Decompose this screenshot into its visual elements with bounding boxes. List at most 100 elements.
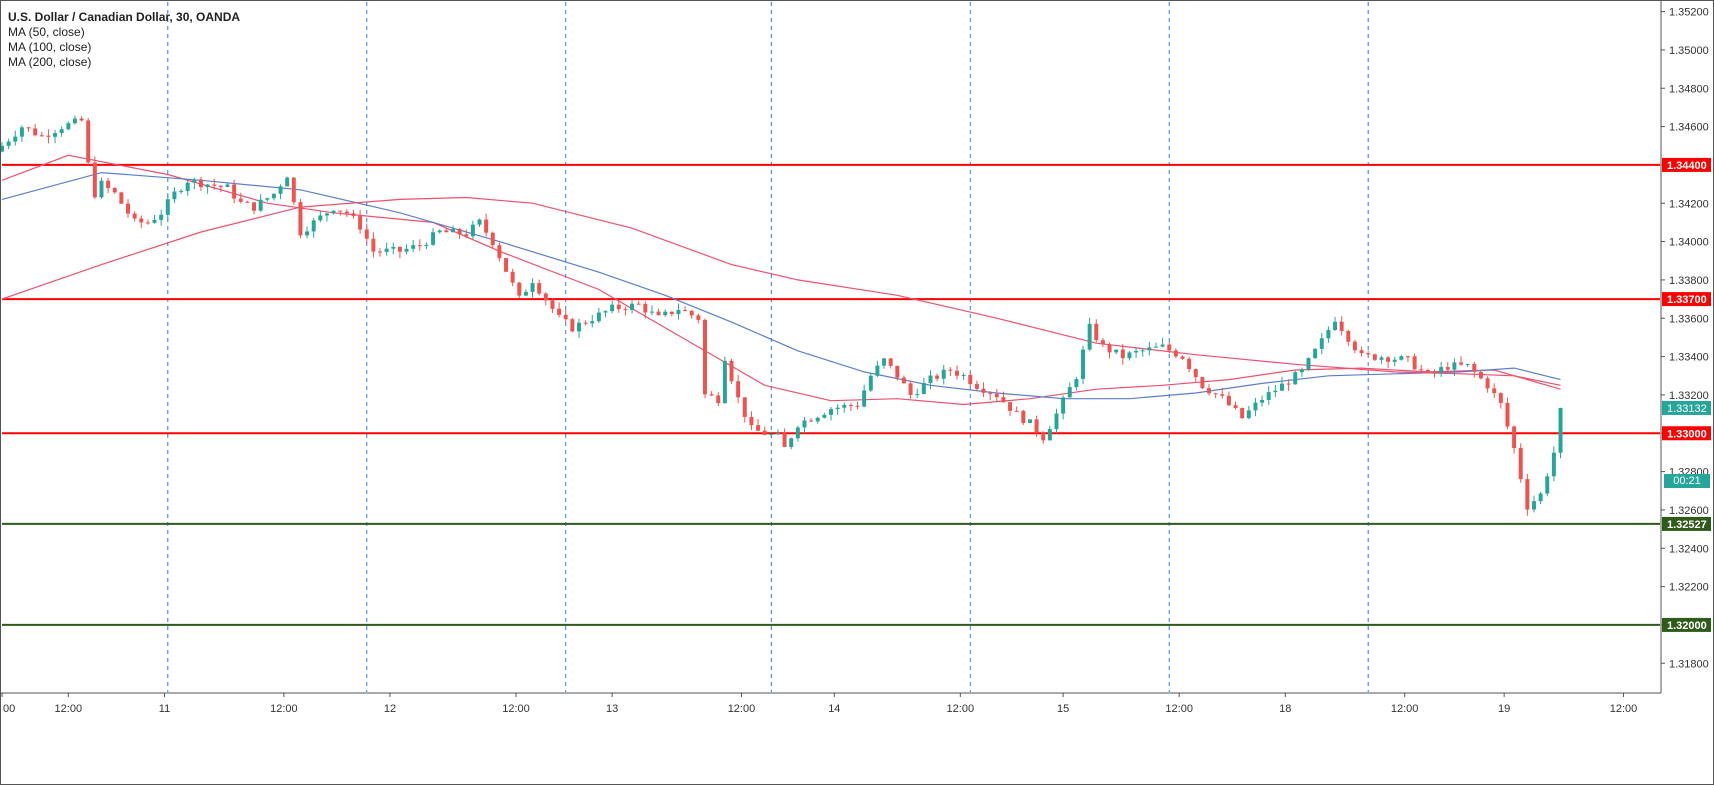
price-tick-label: 1.32200 [1669, 582, 1709, 594]
candle-body [1392, 359, 1397, 362]
candle-body [709, 394, 714, 396]
candle-body [1180, 356, 1185, 359]
candle-body [1200, 377, 1205, 389]
candle-body [736, 381, 741, 398]
candle-body [1432, 372, 1437, 374]
candle-body [583, 322, 588, 324]
candle-body [378, 251, 383, 253]
candle-body [477, 219, 482, 225]
candle-body [789, 438, 794, 448]
candle-body [33, 128, 38, 136]
candle-body [630, 303, 635, 310]
candle-body [576, 322, 581, 332]
price-tick-label: 1.35200 [1669, 7, 1709, 19]
candle-body [941, 369, 946, 379]
candle-body [537, 283, 542, 294]
candle-body [716, 395, 721, 404]
candle-body [1094, 323, 1099, 341]
candle-body [338, 210, 343, 212]
candle-body [1120, 349, 1125, 359]
level-price-label: 1.32000 [1667, 620, 1707, 632]
candle-body [318, 215, 323, 221]
candle-body [1558, 407, 1563, 453]
candle-body [895, 365, 900, 378]
candle-body [523, 291, 528, 296]
candle-body [1485, 378, 1490, 389]
candle-body [132, 213, 137, 219]
candle-body [1027, 419, 1032, 424]
ma-line-200 [1, 196, 1561, 386]
candle-body [1452, 362, 1457, 370]
candle-body [1220, 394, 1225, 396]
level-price-label: 1.32527 [1667, 519, 1707, 531]
candle-body [431, 232, 436, 245]
current-price-badge [1662, 400, 1711, 415]
candle-body [351, 213, 356, 217]
candle-body [258, 199, 263, 211]
candle-body [285, 177, 290, 187]
candle-body [623, 309, 628, 311]
price-tick-label: 1.33800 [1669, 275, 1709, 287]
time-tick-label: 14 [828, 703, 840, 715]
candle-body [1366, 353, 1371, 355]
candle-body [1532, 501, 1536, 510]
candle-body [1545, 476, 1550, 494]
candle-body [397, 246, 402, 252]
candle-body [278, 186, 283, 194]
time-tick-label: 12:00 [270, 703, 298, 715]
candle-body [172, 191, 177, 200]
candle-body [928, 375, 933, 383]
candle-body [1074, 378, 1079, 388]
price-tick-label: 1.33200 [1669, 390, 1709, 402]
candle-body [106, 180, 111, 188]
candle-body [961, 374, 966, 376]
time-tick-label: 13 [606, 703, 618, 715]
price-tick-label: 1.35000 [1669, 45, 1709, 57]
candle-body [139, 218, 144, 223]
candle-body [1008, 402, 1013, 411]
candle-body [1419, 369, 1424, 371]
candle-body [1253, 402, 1258, 411]
candle-body [921, 382, 926, 394]
candle-body [1512, 426, 1517, 449]
candle-body [888, 358, 893, 366]
candle-body [802, 420, 807, 428]
candle-body [437, 230, 442, 233]
candle-body [1061, 397, 1066, 414]
level-price-label: 1.33700 [1667, 294, 1707, 306]
candle-body [271, 193, 276, 199]
candle-body [663, 311, 668, 316]
candle-body [1399, 356, 1404, 360]
candle-body [1173, 350, 1178, 357]
candle-body [245, 201, 250, 203]
candle-body [1087, 323, 1092, 350]
candle-body [762, 430, 767, 435]
level-price-badge [1662, 617, 1711, 632]
candle-body [974, 384, 979, 389]
candle-body [1147, 347, 1152, 351]
horizontal-levels [2, 163, 1660, 626]
candle-body [829, 409, 833, 415]
legend-ma100: MA (100, close) [8, 40, 92, 54]
candle-body [722, 360, 727, 404]
candle-body [424, 244, 429, 246]
candle-body [1014, 410, 1019, 412]
candle-body [981, 388, 986, 393]
candle-body [1379, 357, 1384, 360]
price-tick-label: 1.31800 [1669, 658, 1709, 670]
price-tick-label: 1.34600 [1669, 122, 1709, 134]
price-tick-label: 1.33400 [1669, 352, 1709, 364]
candle-body [72, 118, 77, 124]
candle-body [1359, 350, 1364, 354]
candle-body [603, 311, 608, 313]
candle-body [1153, 346, 1158, 348]
candle-body [1326, 329, 1331, 339]
candle-body [1445, 367, 1450, 370]
candle-body [1293, 372, 1298, 385]
candle-body [1100, 340, 1105, 345]
candle-body [39, 135, 44, 137]
candle-body [557, 308, 562, 315]
candle-body [1505, 402, 1510, 427]
